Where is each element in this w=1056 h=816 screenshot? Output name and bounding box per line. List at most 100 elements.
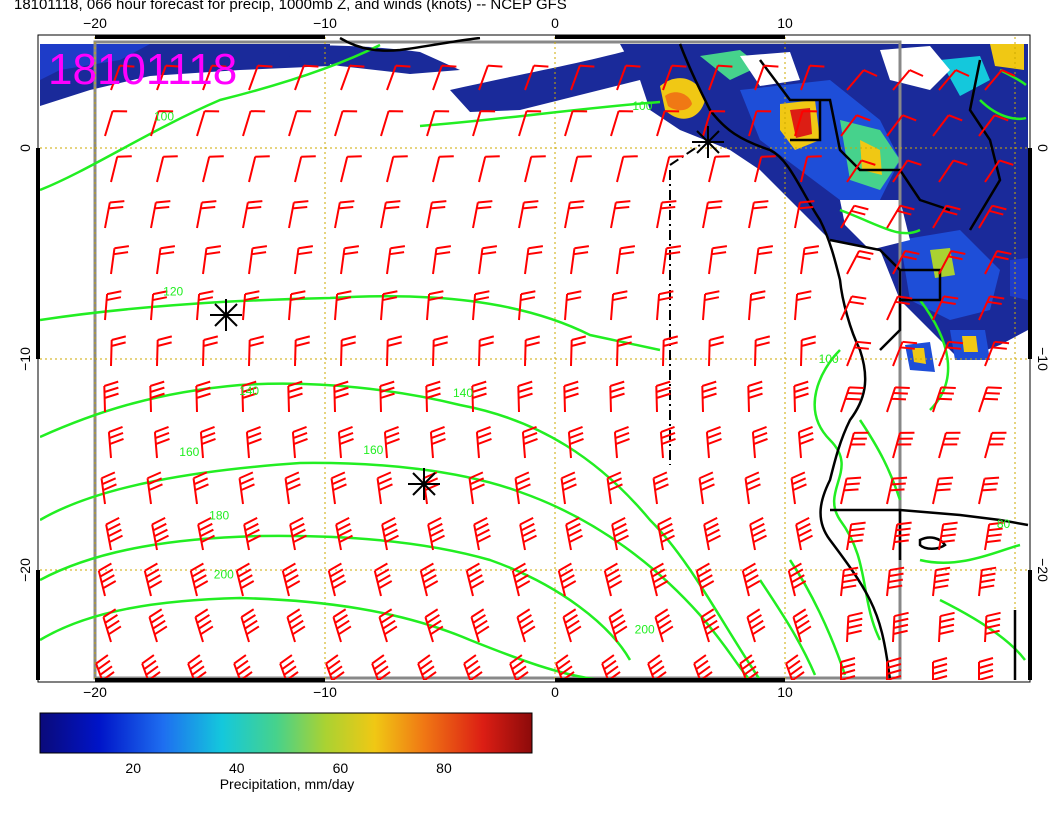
contour-label: 180 xyxy=(209,508,229,522)
wind-barb xyxy=(609,380,625,413)
wind-barb xyxy=(656,110,680,137)
wind-barb xyxy=(294,245,314,275)
lon-tick-top: 0 xyxy=(551,15,559,31)
wind-barb xyxy=(294,64,319,91)
wind-barb xyxy=(647,654,667,680)
wind-barb xyxy=(516,608,536,643)
wind-barb xyxy=(984,340,1010,367)
wind-barb xyxy=(744,471,761,505)
wind-barb xyxy=(840,386,864,413)
wind-barb xyxy=(754,64,779,91)
wind-barb xyxy=(557,562,577,597)
wind-barb xyxy=(846,159,876,183)
wind-barb xyxy=(695,562,715,597)
wind-barb xyxy=(511,562,531,597)
wind-barb xyxy=(938,69,970,91)
wind-barb xyxy=(754,335,771,367)
domain-box xyxy=(93,40,902,680)
wind-barb xyxy=(698,471,715,505)
lon-tick-bottom: −20 xyxy=(83,684,107,700)
wind-barb xyxy=(340,245,360,275)
wind-barb xyxy=(892,521,912,551)
wind-barb xyxy=(287,380,303,413)
wind-barb xyxy=(422,471,439,505)
wind-barb xyxy=(521,426,538,459)
lon-tick-top: 10 xyxy=(777,15,793,31)
wind-barb xyxy=(708,155,730,183)
contour-labels: 100 100 120 140 140 160 160 180 200 200 100 80 xyxy=(154,99,1011,636)
wind-barb xyxy=(432,64,457,91)
wind-barb xyxy=(524,245,544,275)
wind-barb xyxy=(655,380,671,413)
lon-tick-top: −20 xyxy=(83,15,107,31)
contour-label: 160 xyxy=(179,445,199,459)
lon-ticks-top: −20 −10 0 10 xyxy=(83,15,793,31)
wind-barb xyxy=(240,608,260,643)
wind-barb xyxy=(978,204,1007,229)
wind-barb xyxy=(886,566,905,597)
wind-barb xyxy=(846,69,878,91)
wind-barb xyxy=(567,426,584,459)
lat-ticks-right: 0 −10 −20 xyxy=(1035,144,1051,582)
wind-barb xyxy=(932,476,954,505)
wind-barb xyxy=(432,155,454,183)
wind-barb xyxy=(248,335,265,367)
wind-barb xyxy=(472,200,493,229)
wind-barb xyxy=(751,426,768,459)
wind-barb xyxy=(332,608,352,643)
wind-barb xyxy=(153,426,170,459)
contour-label: 200 xyxy=(635,622,655,636)
wind-barb xyxy=(187,654,207,680)
wind-barb xyxy=(701,380,717,413)
wind-barb xyxy=(800,155,822,183)
wind-barb xyxy=(787,562,807,597)
wind-barb xyxy=(886,114,917,137)
wind-barb xyxy=(110,155,132,183)
wind-barb xyxy=(613,426,630,459)
wind-barb xyxy=(892,340,918,367)
wind-barb xyxy=(380,290,398,321)
wind-barb xyxy=(427,517,445,551)
wind-barb xyxy=(470,608,490,643)
wind-barb xyxy=(518,290,536,321)
wind-barb xyxy=(978,566,997,597)
colorbar-tick-label: 80 xyxy=(436,760,452,776)
wind-barb xyxy=(330,471,347,505)
wind-barb xyxy=(608,608,628,643)
lat-tick-left: 0 xyxy=(17,144,33,152)
wind-barb xyxy=(938,611,955,643)
wind-barb xyxy=(194,608,214,643)
colorbar-gradient xyxy=(39,712,533,754)
wind-barb xyxy=(95,654,115,680)
wind-barb xyxy=(649,562,669,597)
wind-barb xyxy=(616,64,641,91)
wind-barb xyxy=(202,335,219,367)
wind-barb xyxy=(524,64,549,91)
lon-ticks-bottom: −20 −10 0 10 xyxy=(83,684,793,700)
wind-barb xyxy=(610,200,631,229)
wind-barb xyxy=(294,155,316,183)
wind-barb xyxy=(748,200,769,229)
wind-barb xyxy=(746,608,766,643)
wind-barb xyxy=(560,471,577,505)
wind-barb xyxy=(286,608,306,643)
wind-barb xyxy=(793,380,809,413)
wind-barb xyxy=(102,608,122,643)
wind-barb xyxy=(524,155,546,183)
wind-barb xyxy=(659,426,676,459)
wind-barb xyxy=(156,335,173,367)
wind-barb xyxy=(886,204,915,229)
wind-barb xyxy=(104,290,122,321)
wind-barb xyxy=(886,476,908,505)
wind-barb xyxy=(156,64,181,91)
wind-barb xyxy=(748,290,766,321)
colorbar-tick-label: 60 xyxy=(333,760,349,776)
wind-barb xyxy=(797,426,814,459)
frame-ticks xyxy=(36,35,1032,682)
colorbar: 20 40 60 80 xyxy=(39,712,533,776)
wind-barb xyxy=(932,295,959,321)
wind-barb xyxy=(335,517,353,551)
wind-barb xyxy=(702,200,723,229)
wind-barb xyxy=(478,64,503,91)
contour-label: 100 xyxy=(154,110,174,124)
